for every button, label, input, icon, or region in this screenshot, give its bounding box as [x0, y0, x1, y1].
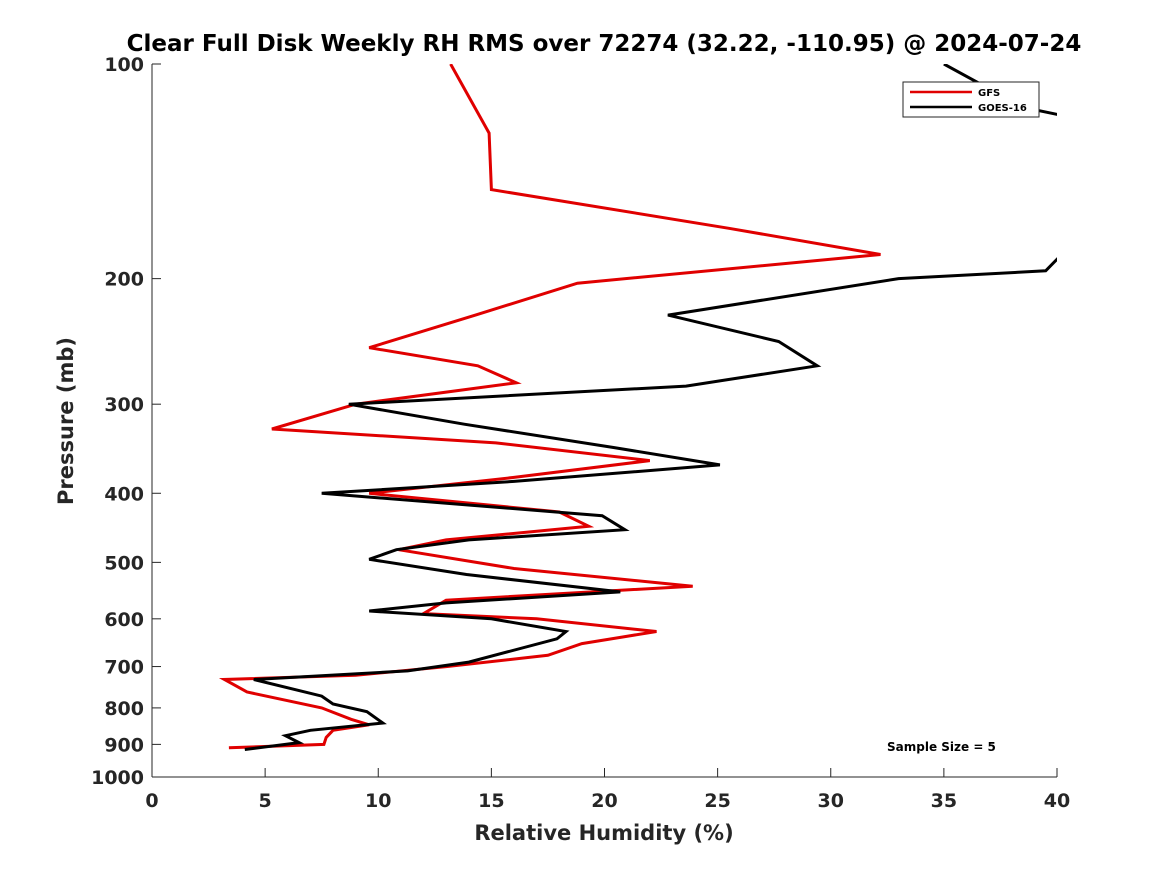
y-tick-label: 600	[104, 609, 144, 631]
y-tick-label: 300	[104, 394, 144, 416]
y-tick-label: 700	[104, 657, 144, 679]
legend: GFS GOES-16	[902, 81, 1040, 118]
legend-label-gfs: GFS	[978, 88, 1000, 99]
y-axis-label: Pressure (mb)	[54, 337, 78, 505]
series-line-goes-16	[244, 64, 1057, 751]
x-tick-label: 40	[1044, 790, 1070, 812]
x-tick-label: 5	[259, 790, 272, 812]
x-tick-label: 10	[365, 790, 391, 812]
x-tick-label: 15	[478, 790, 504, 812]
y-axis-ticks: 100 200 300 400 500 600 700 800 900 1000	[91, 54, 161, 789]
y-tick-label: 200	[104, 269, 144, 291]
legend-box	[902, 81, 1040, 118]
y-tick-label: 900	[104, 734, 144, 756]
x-axis-ticks: 0 5 10 15 20 25 30 35 40	[145, 768, 1070, 812]
series-layer	[218, 64, 1057, 751]
x-tick-label: 30	[818, 790, 844, 812]
y-tick-label: 500	[104, 552, 144, 574]
y-tick-label: 400	[104, 483, 144, 505]
chart-title: Clear Full Disk Weekly RH RMS over 72274…	[127, 31, 1082, 57]
x-tick-label: 0	[145, 790, 158, 812]
x-axis-label: Relative Humidity (%)	[474, 821, 733, 845]
y-tick-label: 100	[104, 54, 144, 76]
sample-size-annotation: Sample Size = 5	[887, 740, 996, 754]
plot-area	[152, 64, 1057, 777]
x-tick-label: 35	[931, 790, 957, 812]
x-tick-label: 25	[704, 790, 730, 812]
x-tick-label: 20	[591, 790, 617, 812]
legend-label-goes16: GOES-16	[978, 103, 1027, 114]
y-tick-label: 1000	[91, 767, 144, 789]
y-tick-label: 800	[104, 698, 144, 720]
